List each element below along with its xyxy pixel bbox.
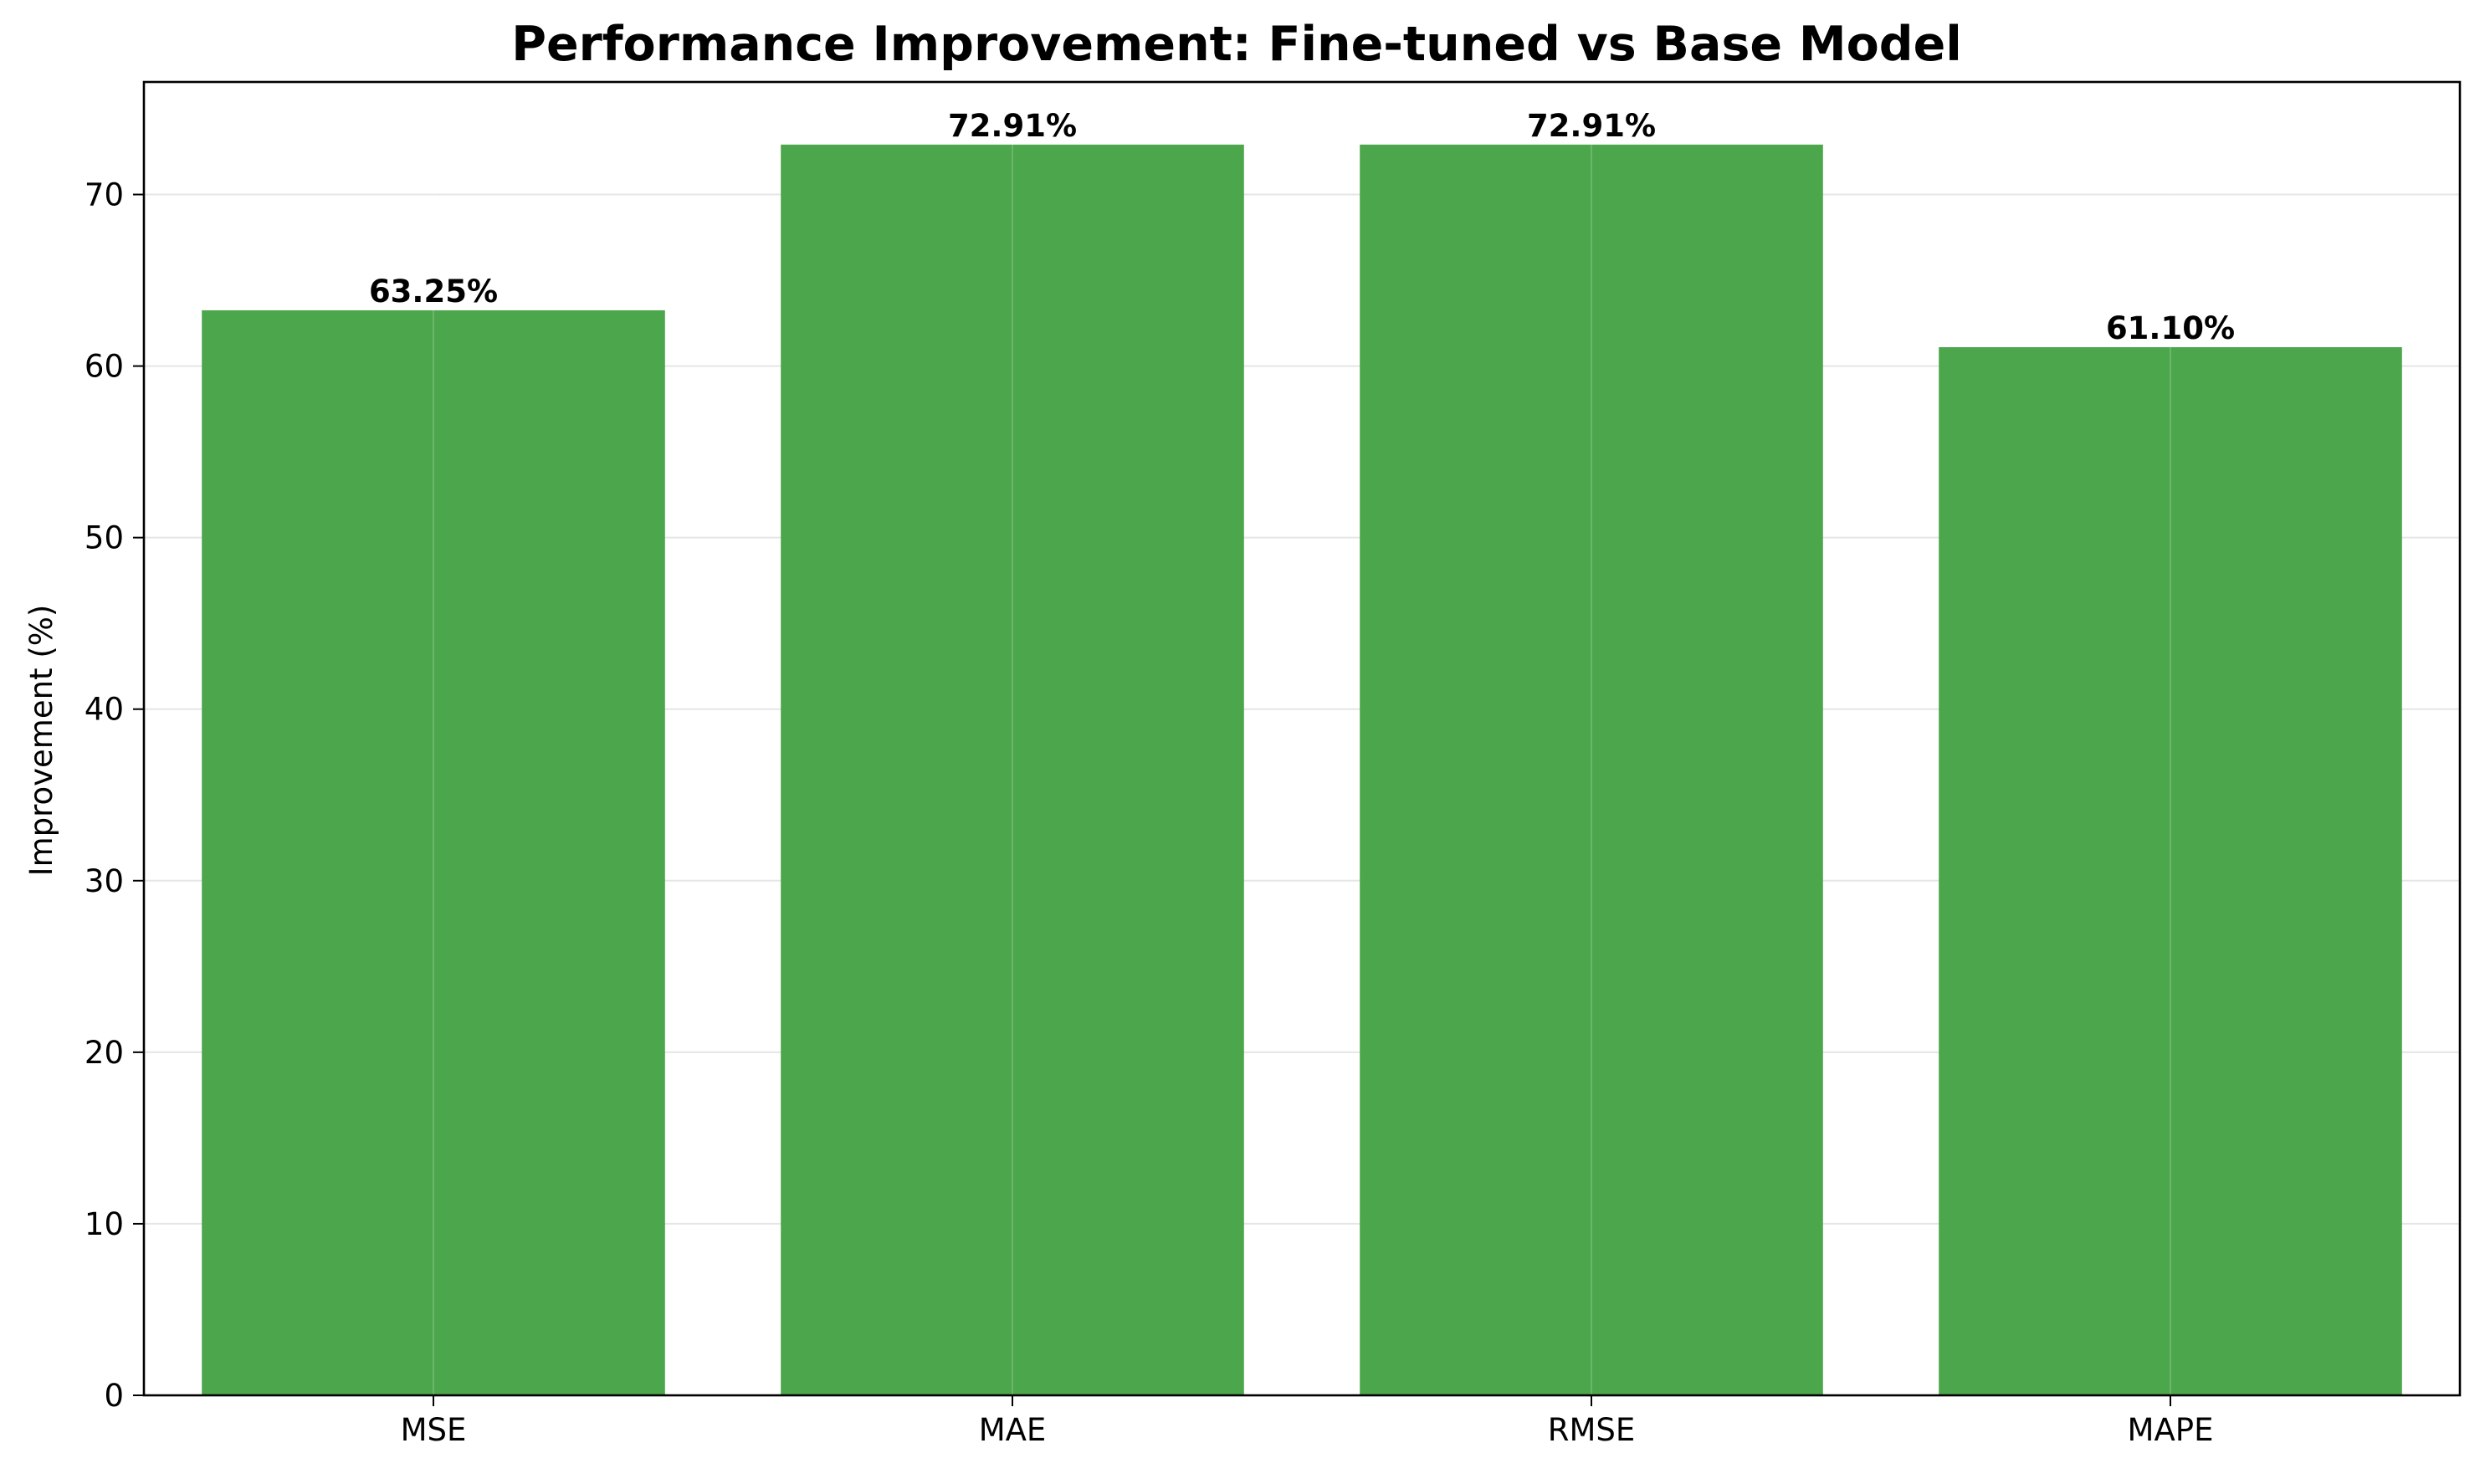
y-tick-label: 70 [85,177,124,213]
value-labels: 63.25% 72.91% 72.91% 61.10% [369,108,2235,346]
plot-frame [142,80,2462,1397]
y-tick-label: 40 [85,692,124,728]
x-tick-label: MSE [401,1412,467,1448]
bar-value-label: 63.25% [369,274,498,310]
y-axis-label: Improvement (%) [23,605,59,877]
bar-mae [781,144,1244,1395]
bar-value-label: 72.91% [948,108,1077,144]
bar-rmse [1360,144,1823,1395]
y-tick-label: 50 [85,520,124,556]
x-tick-label: MAPE [2128,1412,2214,1448]
chart-title: Performance Improvement: Fine-tuned vs B… [511,17,1962,72]
y-axis: 0 10 20 30 40 50 60 70 [85,177,144,1414]
y-tick-label: 10 [85,1206,124,1242]
bar-value-label: 61.10% [2106,310,2235,346]
bar-value-label: 72.91% [1527,108,1656,144]
y-tick-label: 60 [85,349,124,385]
y-tick-label: 0 [104,1378,124,1414]
x-axis: MSE MAE RMSE MAPE [401,1395,2214,1448]
bars [202,144,2402,1395]
bar-mape [1939,347,2402,1395]
bar-mse [202,310,665,1395]
y-tick-label: 20 [85,1035,124,1071]
vertical-grid-lines [433,82,2171,1395]
x-tick-label: MAE [979,1412,1047,1448]
y-tick-label: 30 [85,863,124,899]
x-tick-label: RMSE [1548,1412,1636,1448]
